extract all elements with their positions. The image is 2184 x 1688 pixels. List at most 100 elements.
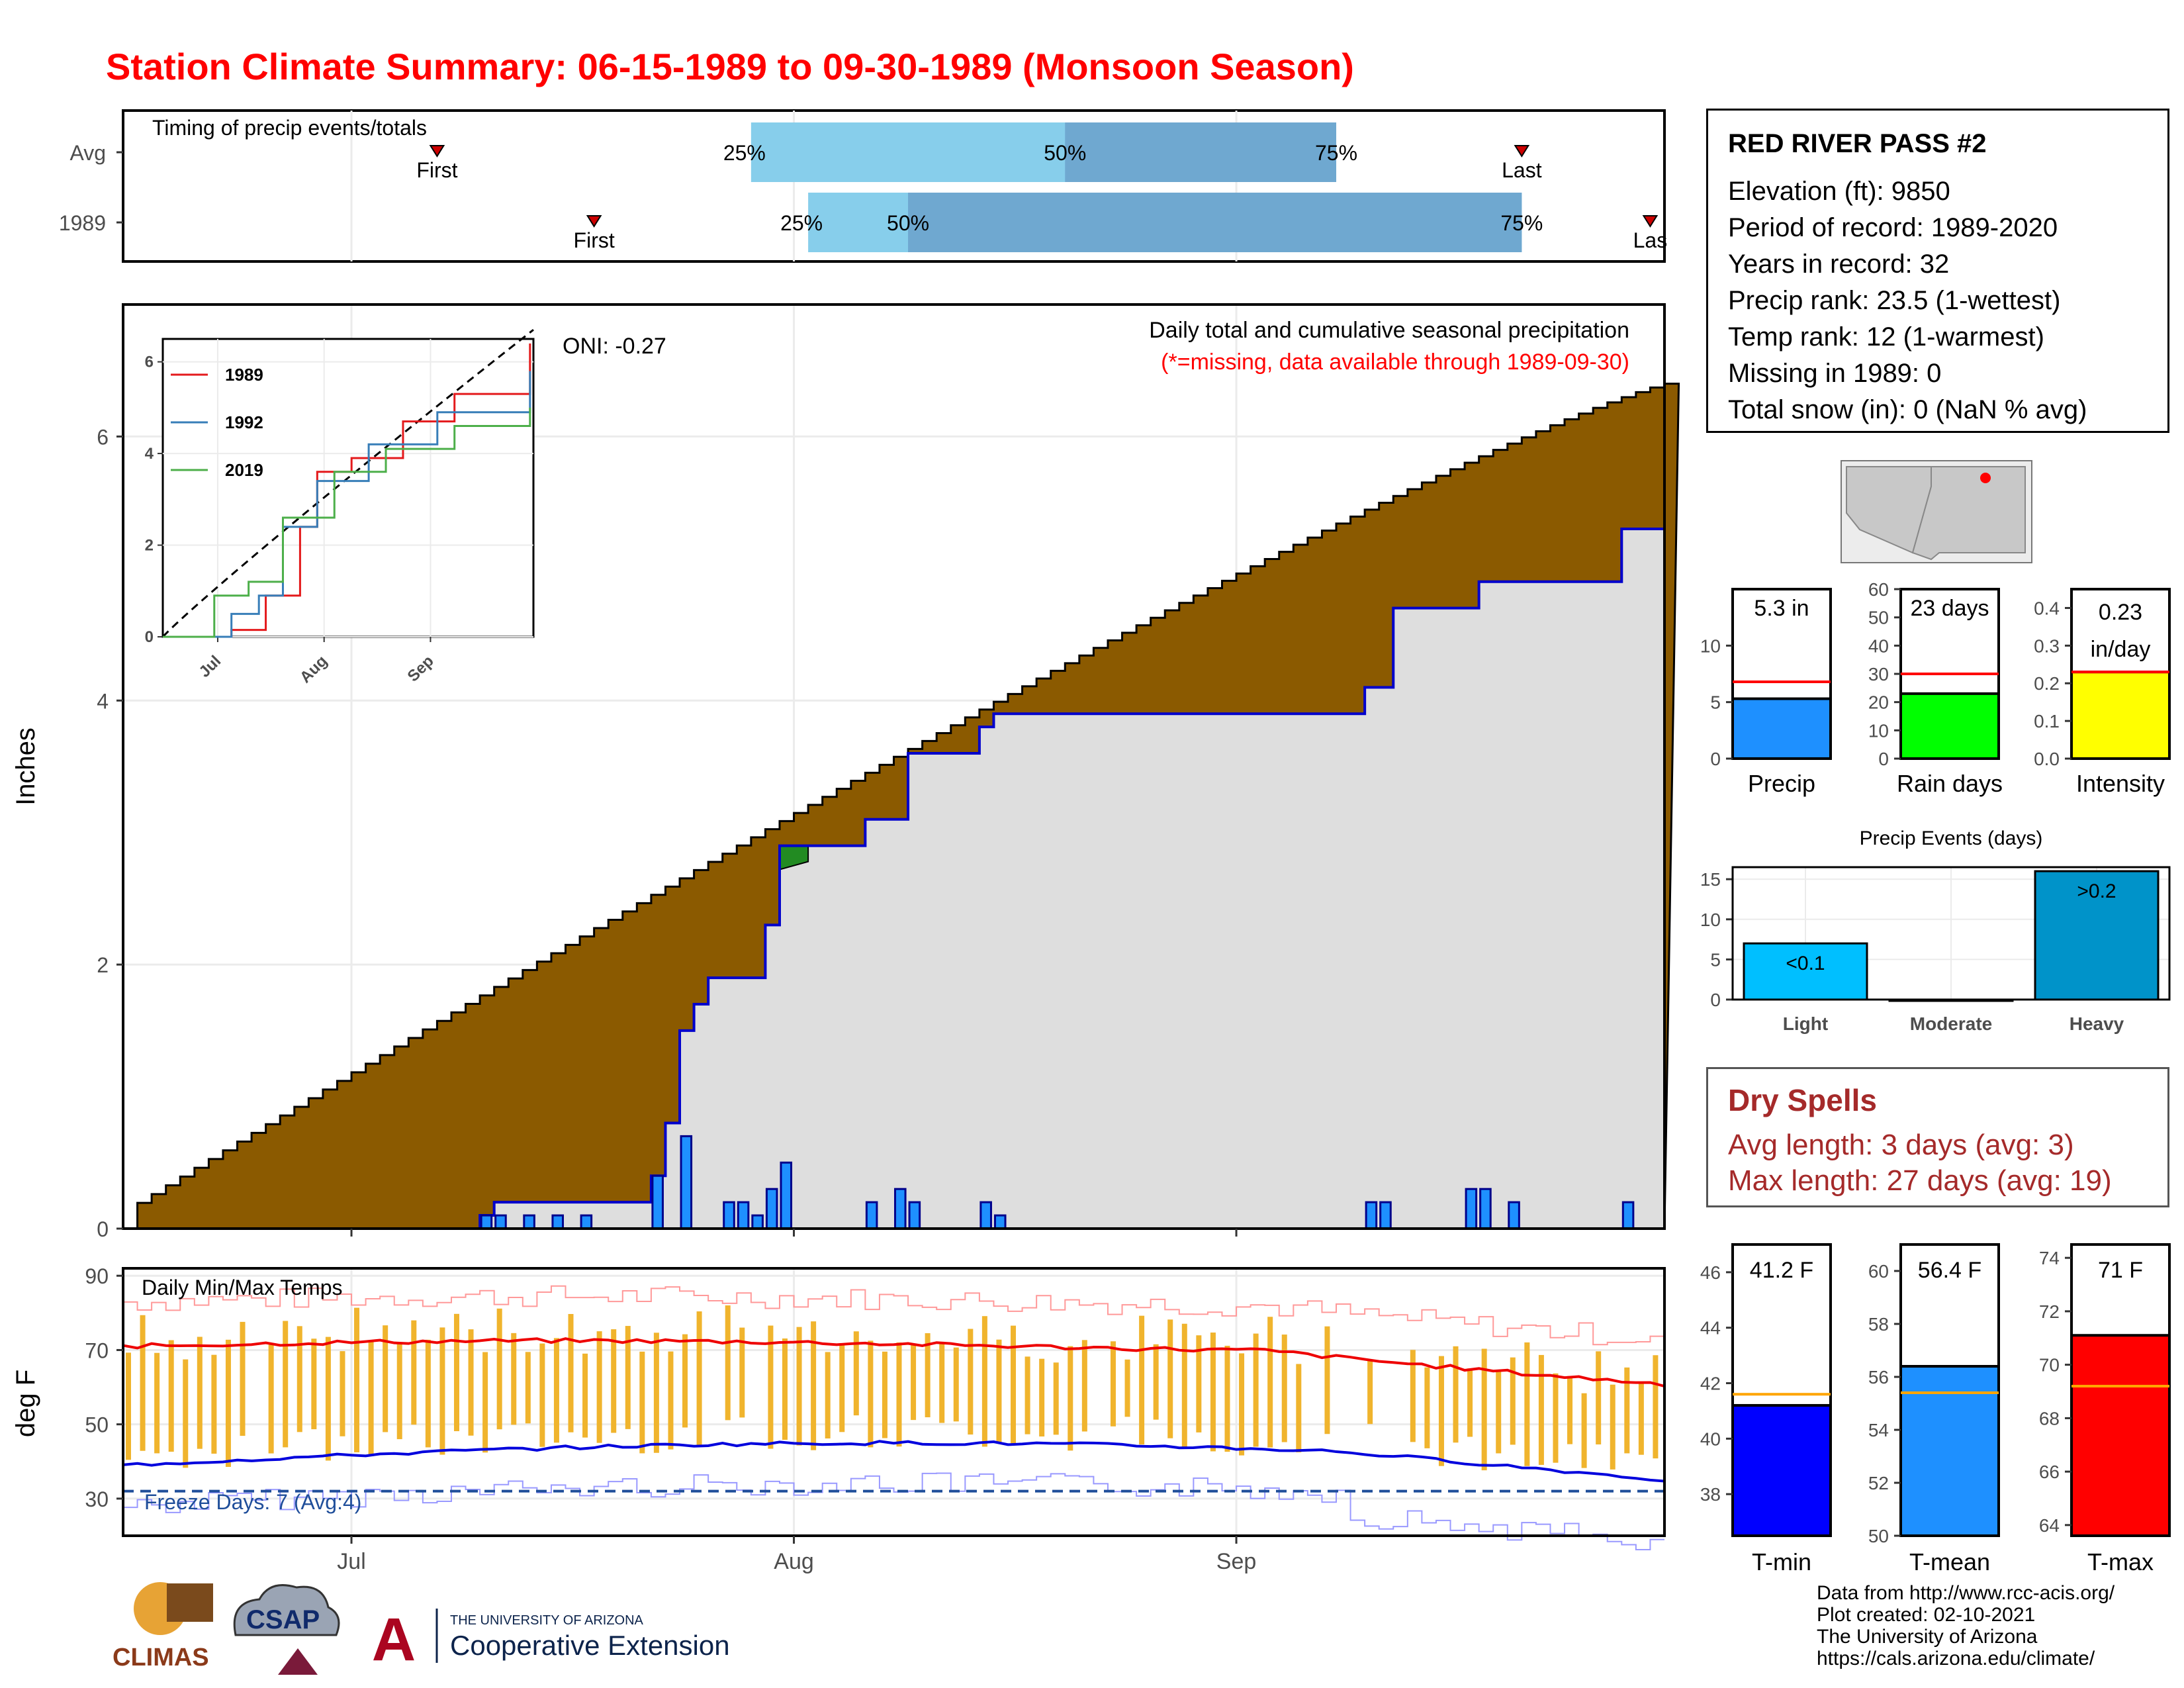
daily-temp-bar <box>1467 1368 1473 1437</box>
events-y-tick-label: 0 <box>1710 990 1721 1010</box>
daily-temp-bar <box>296 1326 302 1432</box>
daily-temp-bar <box>1596 1351 1602 1445</box>
daily-temp-bar <box>1039 1358 1045 1437</box>
x-tick-label: Aug <box>774 1549 814 1574</box>
daily-temp-bar <box>553 1338 559 1443</box>
daily-temp-bar <box>981 1316 987 1447</box>
daily-temp-bar <box>154 1352 160 1454</box>
summary-y-tick-label: 0.1 <box>2034 711 2060 731</box>
daily-temp-bar <box>368 1340 374 1456</box>
summary-bar <box>1731 697 1832 760</box>
obs-cumulative-area <box>123 529 1664 1229</box>
daily-temp-bar <box>225 1339 231 1468</box>
daily-precip-bar <box>979 1201 992 1230</box>
daily-temp-bar <box>1581 1393 1587 1468</box>
events-bar-label: <0.1 <box>1786 953 1825 974</box>
station-precip-rank: Precip rank: 23.5 (1-wettest) <box>1728 286 2061 315</box>
main-y-tick-label: 2 <box>97 953 109 977</box>
daily-temp-bar <box>911 1343 917 1421</box>
temp-summary-y-tick-label: 60 <box>1868 1261 1889 1282</box>
daily-temp-bar <box>853 1331 859 1416</box>
dry-spells-title: Dry Spells <box>1728 1083 1877 1117</box>
daily-temp-bar <box>568 1314 574 1432</box>
daily-temp-bar <box>1481 1348 1487 1471</box>
temp-summary-value-label: 71 F <box>2098 1258 2143 1283</box>
temp-summary-y-tick-label: 40 <box>1700 1429 1721 1449</box>
inset-y-tick-label: 0 <box>145 628 154 646</box>
events-frame <box>1731 866 2171 1001</box>
summary-y-tick-label: 30 <box>1868 664 1889 684</box>
summary-value-label: 5.3 in <box>1754 596 1809 621</box>
daily-precip-bar <box>1379 1201 1392 1230</box>
daily-temp-bar <box>996 1339 1002 1443</box>
temp-summary-bar <box>1731 1404 1832 1537</box>
daily-temp-bar <box>1053 1362 1059 1435</box>
daily-temp-bar <box>939 1341 945 1423</box>
summary-y-tick-label: 20 <box>1868 692 1889 713</box>
daily-temp-bar <box>896 1342 902 1447</box>
daily-temp-bar <box>340 1351 345 1436</box>
temp-summary-y-tick-label: 64 <box>2039 1515 2060 1536</box>
credit-line: Plot created: 02-10-2021 <box>1817 1604 2036 1626</box>
temp-summary-y-tick-label: 44 <box>1700 1318 1721 1338</box>
credit-line: Data from http://www.rcc-acis.org/ <box>1817 1582 2115 1604</box>
temp-summary-y-tick-label: 70 <box>2039 1355 2060 1376</box>
station-missing: Missing in 1989: 0 <box>1728 359 1942 388</box>
daily-temp-bar <box>796 1327 802 1446</box>
timing-p75-label: 75% <box>1500 211 1543 235</box>
daily-temp-bar <box>811 1321 817 1450</box>
station-name: RED RIVER PASS #2 <box>1728 129 1987 158</box>
station-years: Years in record: 32 <box>1728 250 1950 279</box>
daily-temp-bar <box>354 1307 360 1453</box>
daily-temp-bar <box>1410 1350 1416 1442</box>
events-x-label: Light <box>1783 1013 1828 1034</box>
daily-precip-bar <box>765 1188 778 1230</box>
daily-temp-bar <box>183 1359 189 1468</box>
daily-precip-bar <box>993 1214 1007 1230</box>
inset-legend-label: 2019 <box>225 460 263 480</box>
daily-temp-bar <box>839 1345 845 1432</box>
summary-bars: 0 5 10 5.3 in Precip 0 10 20 30 40 50 60 23 days Rain… <box>1700 579 2171 797</box>
summary-value-label: 0.23 <box>2099 600 2142 625</box>
daily-precip-bar <box>523 1214 535 1230</box>
daily-temp-bar <box>325 1336 331 1461</box>
main-chart-subtitle: (*=missing, data available through 1989-… <box>1161 350 1629 375</box>
summary-y-tick-label: 0.0 <box>2034 749 2060 769</box>
avg-min-line <box>122 1440 1665 1483</box>
inset-frame <box>161 338 535 638</box>
daily-temp-bar <box>1081 1340 1087 1432</box>
summary-y-tick-label: 0.3 <box>2034 635 2060 656</box>
daily-temp-bar <box>126 1352 131 1460</box>
daily-temp-bar <box>596 1331 602 1443</box>
daily-temp-bar <box>953 1347 959 1422</box>
daily-temp-bar <box>1653 1355 1659 1459</box>
main-frame <box>122 303 1666 1230</box>
ua-logo-bg <box>363 1609 425 1664</box>
daily-temp-bar <box>439 1327 445 1455</box>
daily-temp-bar <box>1068 1346 1073 1451</box>
timing-marker-label: First <box>416 158 457 182</box>
daily-temp-bar <box>425 1339 431 1448</box>
timing-p50-label: 50% <box>887 211 929 235</box>
daily-temp-bar <box>1196 1335 1202 1432</box>
climas-logo-icon <box>167 1583 213 1622</box>
daily-precip-bar <box>1621 1201 1635 1230</box>
csap-mountain-icon <box>278 1648 318 1675</box>
events-bar-label: >0.2 <box>2077 880 2116 902</box>
timing-marker-label: First <box>574 228 615 252</box>
inset-legend-label: 1989 <box>225 365 263 385</box>
daily-temp-bar <box>1153 1344 1159 1420</box>
daily-temp-bar <box>1011 1325 1017 1444</box>
location-map <box>1841 460 2032 563</box>
csap-logo-text: CSAP <box>246 1605 320 1634</box>
temp-chart: 30 50 70 90 Jul Aug Sep Daily Min/Max Temps Free… <box>11 1264 1666 1574</box>
inset-series-line <box>163 371 531 638</box>
daily-temp-bar <box>1424 1367 1430 1448</box>
daily-temp-bar <box>453 1313 459 1432</box>
inset-legend-label: 1992 <box>225 412 263 432</box>
precip-events-title: Precip Events (days) <box>1860 827 2043 849</box>
daily-temp-bar <box>882 1351 887 1438</box>
events-bar <box>1743 942 1868 1001</box>
x-tick-label: Sep <box>1216 1549 1257 1574</box>
avg-max-line <box>122 1337 1665 1387</box>
